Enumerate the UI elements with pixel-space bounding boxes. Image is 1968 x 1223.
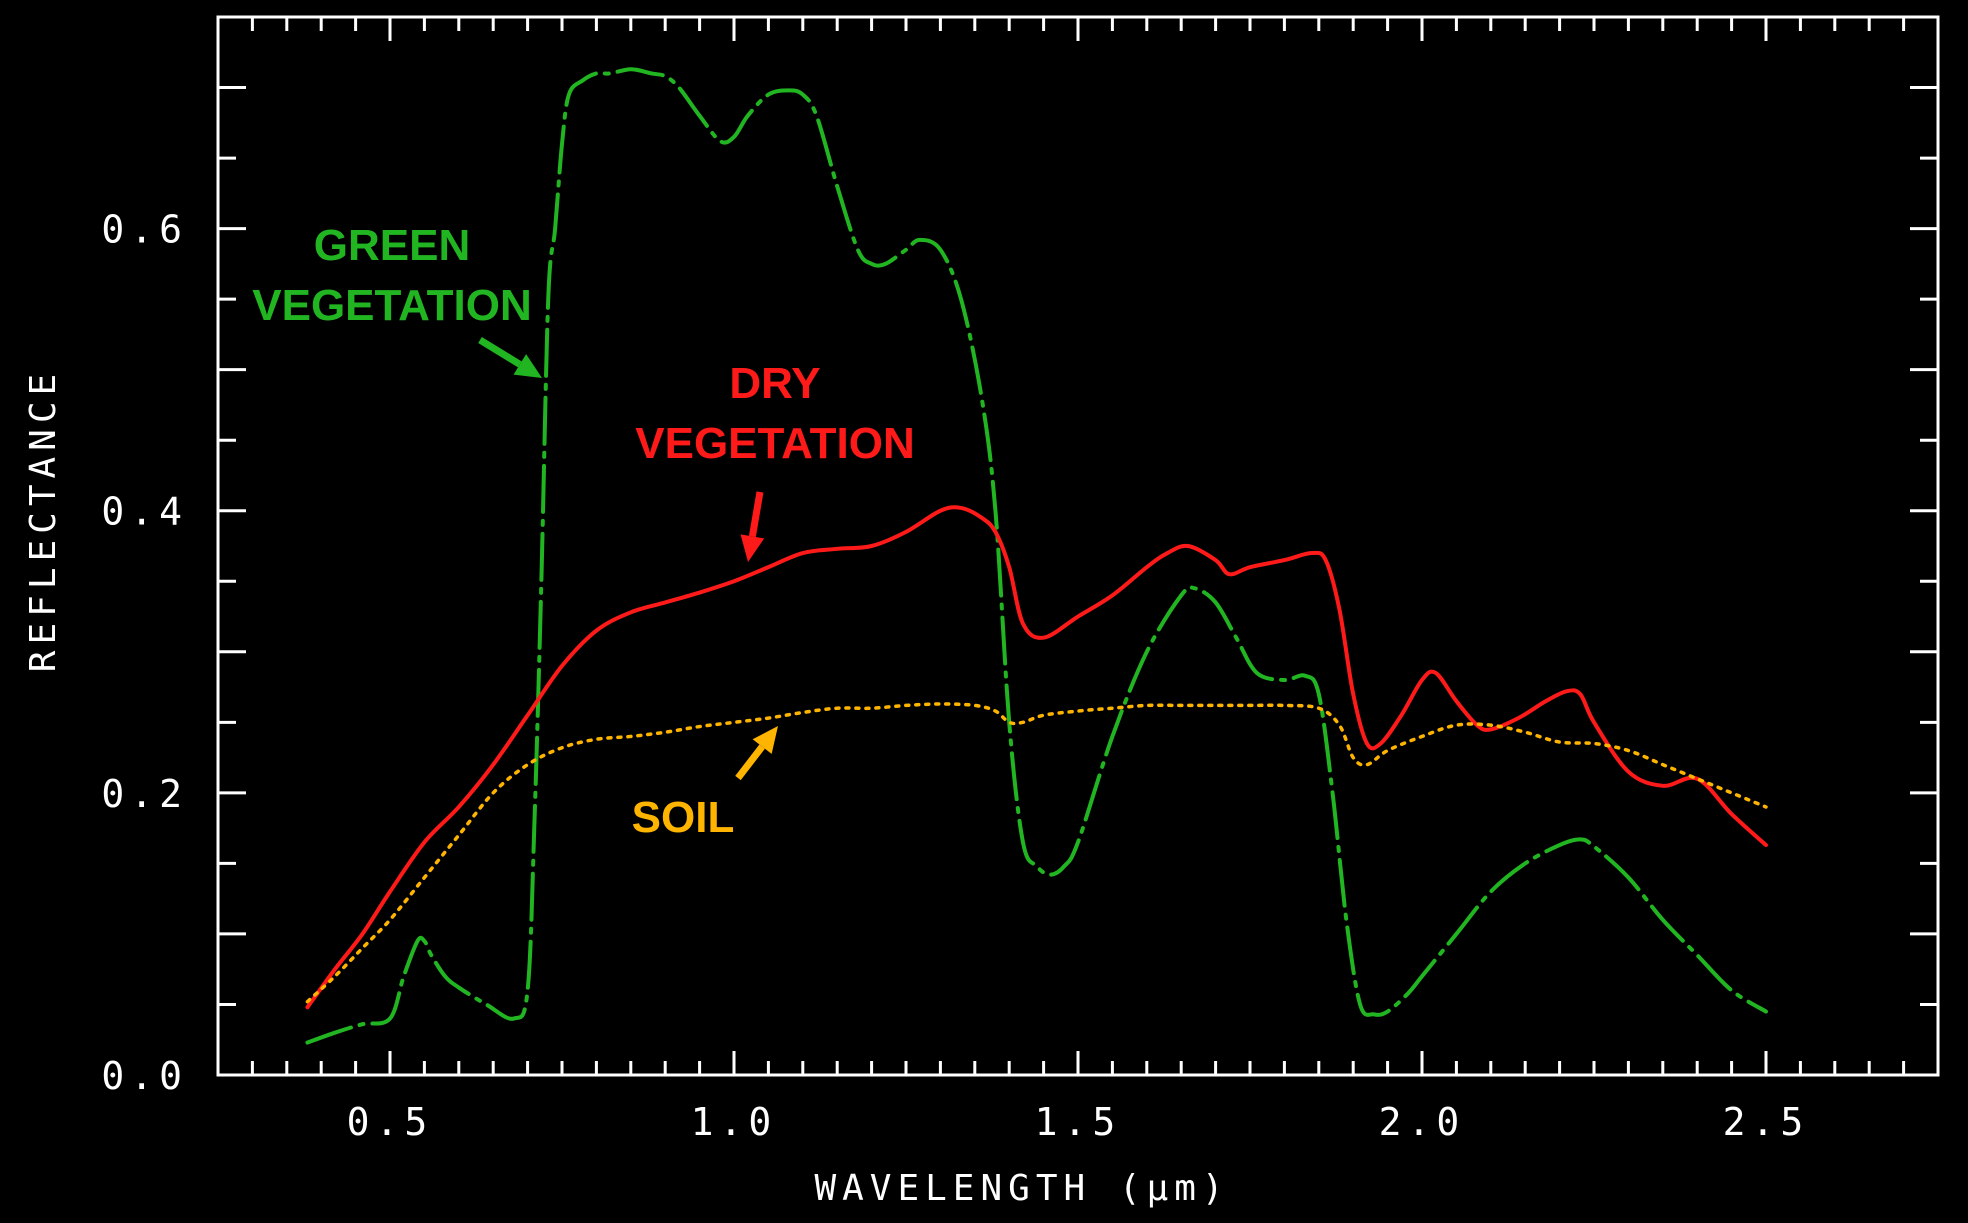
dry-vegetation-line — [305, 505, 1768, 1010]
arrow-soil-shaft — [735, 744, 765, 781]
arrow-green-shaft — [478, 337, 522, 368]
arrow-soil-head — [752, 726, 778, 754]
y-tick-label: 0.6 — [101, 208, 188, 252]
arrow-green-head — [513, 354, 542, 378]
annotation-dry-line1: DRY — [729, 359, 820, 408]
arrow-dry-shaft — [748, 491, 764, 537]
annotation-soil-line1: SOIL — [632, 793, 735, 842]
axis-ticks — [216, 15, 1940, 1077]
x-axis-label: WAVELENGTH (µm) — [814, 1168, 1229, 1209]
series-layer — [305, 67, 1768, 1045]
arrow-dry-head — [740, 534, 765, 562]
x-tick-label: 1.0 — [691, 1100, 778, 1144]
x-tick-label: 2.5 — [1723, 1100, 1810, 1144]
annotation-green-line1: GREEN — [314, 221, 470, 270]
annotation-green-line2: VEGETATION — [252, 281, 532, 330]
x-tick-label: 1.5 — [1035, 1100, 1122, 1144]
annotation-arrows — [478, 337, 778, 781]
x-tick-label: 0.5 — [347, 1100, 434, 1144]
annotation-dry-line2: VEGETATION — [635, 419, 915, 468]
green-vegetation-line — [305, 67, 1768, 1045]
y-tick-label: 0.0 — [101, 1054, 188, 1098]
y-tick-label: 0.4 — [101, 490, 188, 534]
y-tick-label: 0.2 — [101, 772, 188, 816]
tick-labels: 0.5 1.0 1.5 2.0 2.5 0.0 0.2 0.4 0.6 — [101, 208, 1810, 1144]
annotations: GREEN VEGETATION DRY VEGETATION SOIL — [252, 221, 915, 842]
plot-frame — [216, 15, 1940, 1077]
x-tick-label: 2.0 — [1379, 1100, 1466, 1144]
soil-line — [305, 702, 1768, 1004]
y-axis-label: REFLECTANCE — [23, 368, 64, 672]
